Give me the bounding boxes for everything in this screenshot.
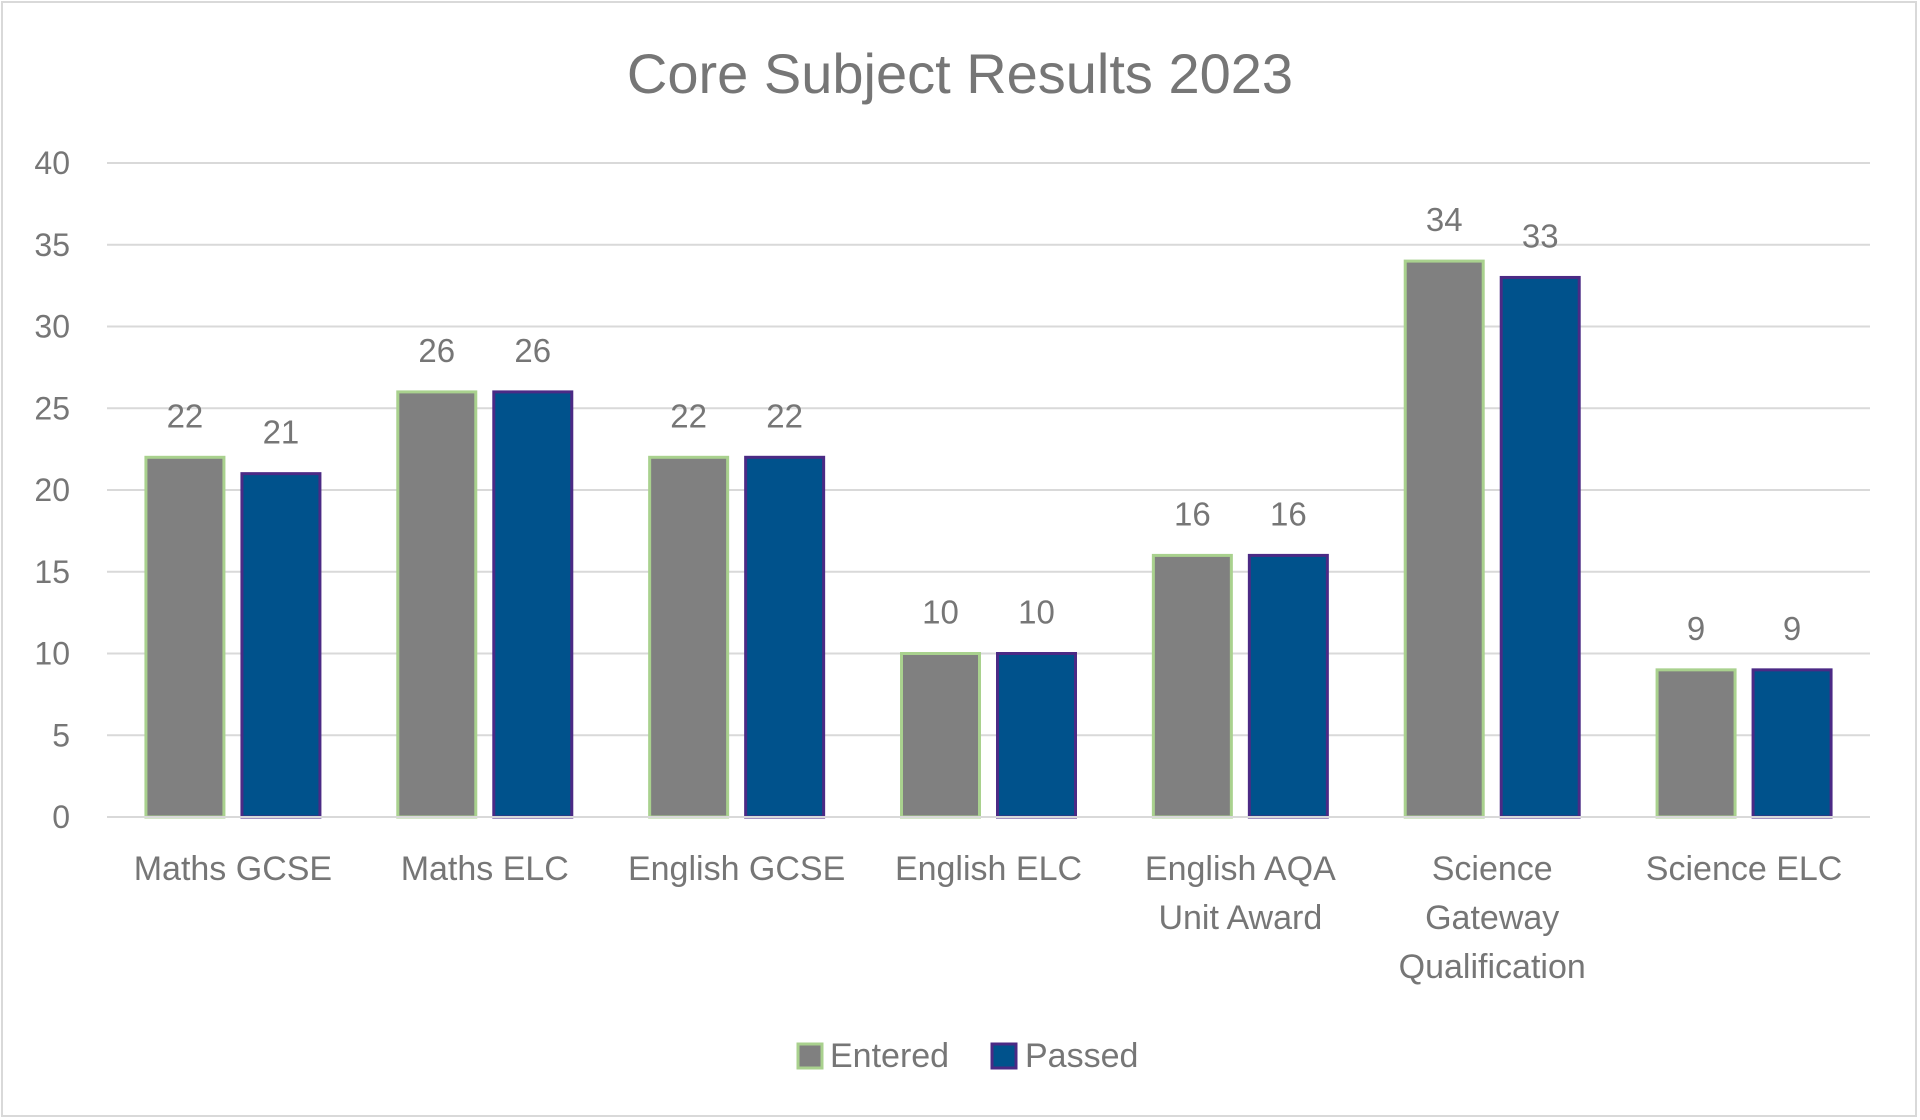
bar-passed — [1499, 275, 1581, 819]
data-label: 9 — [1687, 610, 1705, 647]
data-label: 21 — [263, 414, 300, 451]
y-tick-label: 40 — [34, 145, 70, 181]
data-label: 10 — [1018, 594, 1055, 631]
y-tick-label: 0 — [52, 799, 70, 835]
bar-entered — [1403, 259, 1485, 819]
bar-passed — [240, 472, 322, 819]
x-category-label: English ELC — [895, 850, 1082, 888]
y-tick-label: 25 — [34, 390, 70, 426]
x-category-label: English AQA — [1145, 850, 1336, 888]
legend-label-entered: Entered — [830, 1037, 949, 1075]
x-category-label: Science ELC — [1646, 850, 1843, 888]
x-category-label: Unit Award — [1158, 899, 1322, 937]
data-label: 22 — [670, 397, 707, 434]
x-category-label: Gateway — [1425, 899, 1559, 937]
legend-swatch-entered — [796, 1042, 824, 1070]
y-tick-label: 10 — [34, 636, 70, 672]
data-label: 16 — [1174, 495, 1211, 532]
chart-title: Core Subject Results 2023 — [627, 42, 1293, 105]
x-category-label: Qualification — [1399, 948, 1586, 986]
bar-passed — [492, 390, 574, 819]
y-tick-label: 5 — [52, 717, 70, 753]
y-tick-label: 35 — [34, 227, 70, 263]
x-category-label: English GCSE — [628, 850, 845, 888]
bar-entered — [900, 652, 981, 819]
bar-passed — [1751, 668, 1833, 819]
data-labels: 22 21 26 26 22 22 10 10 16 16 34 33 9 9 — [167, 201, 1802, 647]
data-label: 22 — [167, 397, 204, 434]
data-label: 33 — [1522, 217, 1559, 254]
bar-entered — [396, 390, 478, 819]
bar-entered — [648, 455, 730, 819]
data-label: 26 — [514, 332, 551, 369]
bar-passed — [744, 455, 826, 819]
y-tick-label: 15 — [34, 554, 70, 590]
y-axis: 0 5 10 15 20 25 30 35 40 — [34, 145, 70, 835]
data-label: 26 — [418, 332, 455, 369]
bars — [144, 259, 1833, 819]
bar-entered — [144, 455, 226, 819]
y-tick-label: 30 — [34, 309, 70, 345]
data-label: 10 — [922, 594, 959, 631]
data-label: 16 — [1270, 495, 1307, 532]
x-category-label: Maths GCSE — [134, 850, 332, 888]
bar-passed — [1247, 553, 1329, 819]
gridlines — [107, 162, 1870, 818]
bar-passed — [996, 652, 1077, 819]
x-axis: Maths GCSE Maths ELC English GCSE English E… — [107, 816, 1870, 986]
legend-swatch-passed — [990, 1042, 1018, 1070]
bar-entered — [1151, 553, 1233, 819]
legend: Entered Passed — [796, 1037, 1138, 1075]
data-label: 9 — [1783, 610, 1801, 647]
x-category-label: Maths ELC — [401, 850, 569, 888]
y-tick-label: 20 — [34, 472, 70, 508]
legend-label-passed: Passed — [1025, 1037, 1138, 1075]
bar-entered — [1655, 668, 1737, 819]
data-label: 22 — [766, 397, 803, 434]
data-label: 34 — [1426, 201, 1463, 238]
x-category-label: Science — [1432, 850, 1553, 888]
